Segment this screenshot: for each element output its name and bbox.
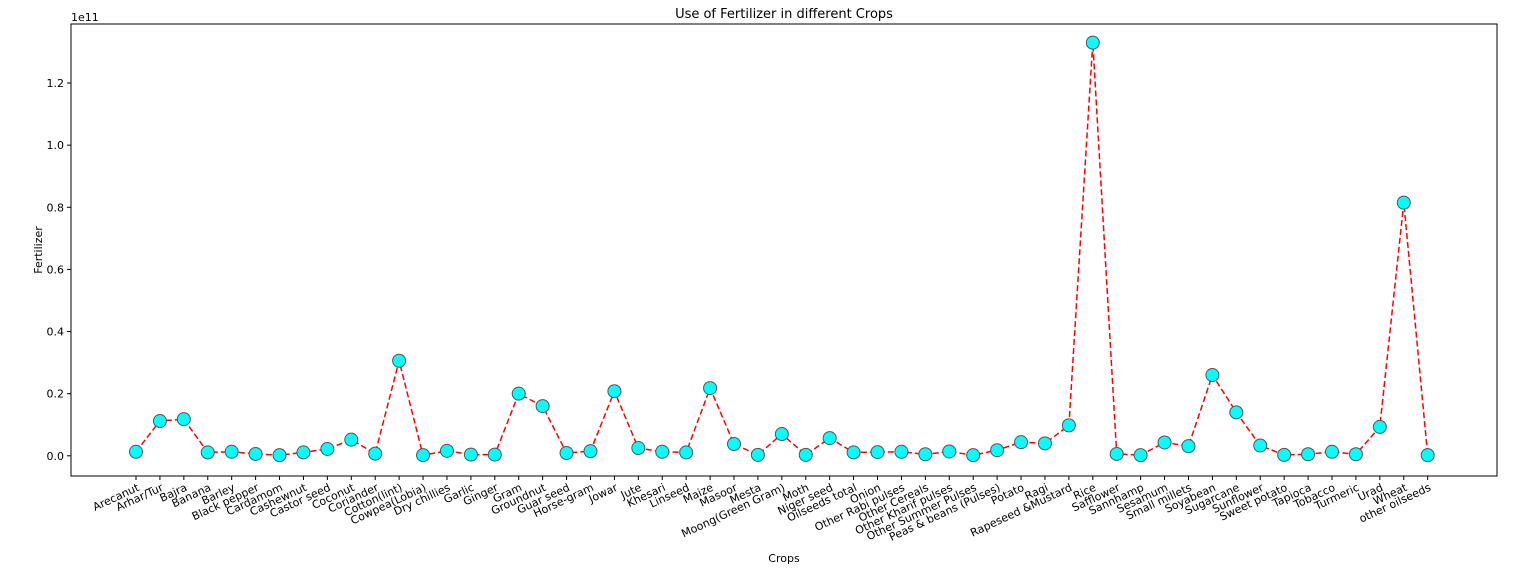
data-point [152,414,167,429]
data-point [966,448,981,463]
data-point [392,353,407,368]
y-tick-label: 0.0 [47,450,65,463]
data-point [1396,195,1411,210]
data-point [224,444,239,459]
series-line [135,42,1429,457]
data-point [272,448,287,463]
data-point [631,441,646,456]
data-point [463,447,478,462]
data-point [439,443,454,458]
y-tick-label: 1.0 [47,139,65,152]
data-point [846,445,861,460]
data-point [559,446,574,461]
data-point [1085,35,1100,50]
data-point [1348,447,1363,462]
data-point [607,384,622,399]
data-point [798,447,813,462]
y-axis-title: Fertilizer [32,226,45,274]
data-point [1253,438,1268,453]
plot-area-frame [70,23,1498,477]
data-point [320,441,335,456]
x-axis-title: Crops [768,552,800,565]
data-point [200,445,215,460]
data-point [296,445,311,460]
data-point [1014,435,1029,450]
data-point [1325,444,1339,459]
data-point [1109,446,1124,461]
data-point [344,432,359,447]
data-point [1420,448,1435,463]
y-tick-label: 0.8 [47,201,65,214]
data-point [727,437,741,452]
data-point [129,444,143,459]
data-point [655,444,670,459]
y-tick-label: 0.2 [47,388,65,401]
y-offset-label: 1e11 [71,11,99,24]
data-point [583,444,598,459]
data-point [918,447,933,462]
data-point [1301,447,1316,462]
fertilizer-series [129,35,1435,463]
data-point [176,412,191,427]
y-axis-ticks: 0.0 0.2 0.4 0.6 0.8 1.0 1.2 [47,77,71,463]
data-point [894,444,909,459]
data-point [368,446,383,461]
data-point [511,386,526,401]
data-point [1229,405,1244,420]
data-point [703,381,718,396]
data-point [822,431,837,446]
data-point [1277,447,1292,462]
chart-title: Use of Fertilizer in different Crops [675,7,893,22]
data-point [1061,418,1076,433]
data-point [942,444,957,459]
y-tick-label: 0.6 [47,263,65,276]
data-point [1157,435,1172,450]
data-point [1372,419,1387,434]
data-point [750,447,765,462]
y-tick-label: 0.4 [47,326,65,339]
y-tick-label: 1.2 [47,77,65,90]
data-point [1133,448,1148,463]
data-point [535,399,550,414]
data-point [1205,368,1220,383]
data-point [679,445,694,460]
data-point [1181,439,1196,454]
data-point [870,445,885,460]
data-point [416,448,431,463]
data-point [487,447,502,462]
data-point [774,427,789,442]
data-point [990,443,1005,458]
x-axis-ticks: ArecanutArhar/TurBajraBananaBarleyBlack … [91,476,1433,544]
data-point [248,446,263,461]
data-point [1037,436,1052,451]
